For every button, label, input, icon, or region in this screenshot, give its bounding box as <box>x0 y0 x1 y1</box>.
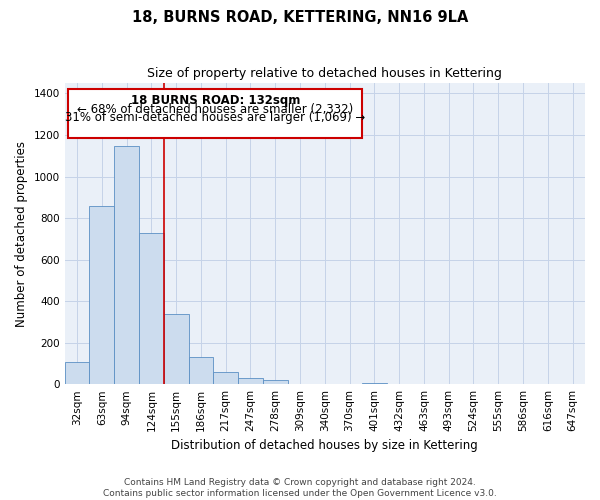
Bar <box>263 380 287 384</box>
Bar <box>238 378 263 384</box>
Text: 18, BURNS ROAD, KETTERING, NN16 9LA: 18, BURNS ROAD, KETTERING, NN16 9LA <box>132 10 468 25</box>
Bar <box>65 362 89 384</box>
FancyBboxPatch shape <box>68 90 362 138</box>
Y-axis label: Number of detached properties: Number of detached properties <box>15 140 28 326</box>
Text: 18 BURNS ROAD: 132sqm: 18 BURNS ROAD: 132sqm <box>131 94 300 108</box>
Bar <box>362 382 387 384</box>
Bar <box>214 372 238 384</box>
Bar <box>188 357 214 384</box>
Title: Size of property relative to detached houses in Kettering: Size of property relative to detached ho… <box>148 68 502 80</box>
Text: 31% of semi-detached houses are larger (1,069) →: 31% of semi-detached houses are larger (… <box>65 111 365 124</box>
Bar <box>139 232 164 384</box>
Bar <box>114 146 139 384</box>
Text: ← 68% of detached houses are smaller (2,332): ← 68% of detached houses are smaller (2,… <box>77 103 353 116</box>
Bar <box>89 206 114 384</box>
Bar <box>164 314 188 384</box>
X-axis label: Distribution of detached houses by size in Kettering: Distribution of detached houses by size … <box>172 440 478 452</box>
Text: Contains HM Land Registry data © Crown copyright and database right 2024.
Contai: Contains HM Land Registry data © Crown c… <box>103 478 497 498</box>
